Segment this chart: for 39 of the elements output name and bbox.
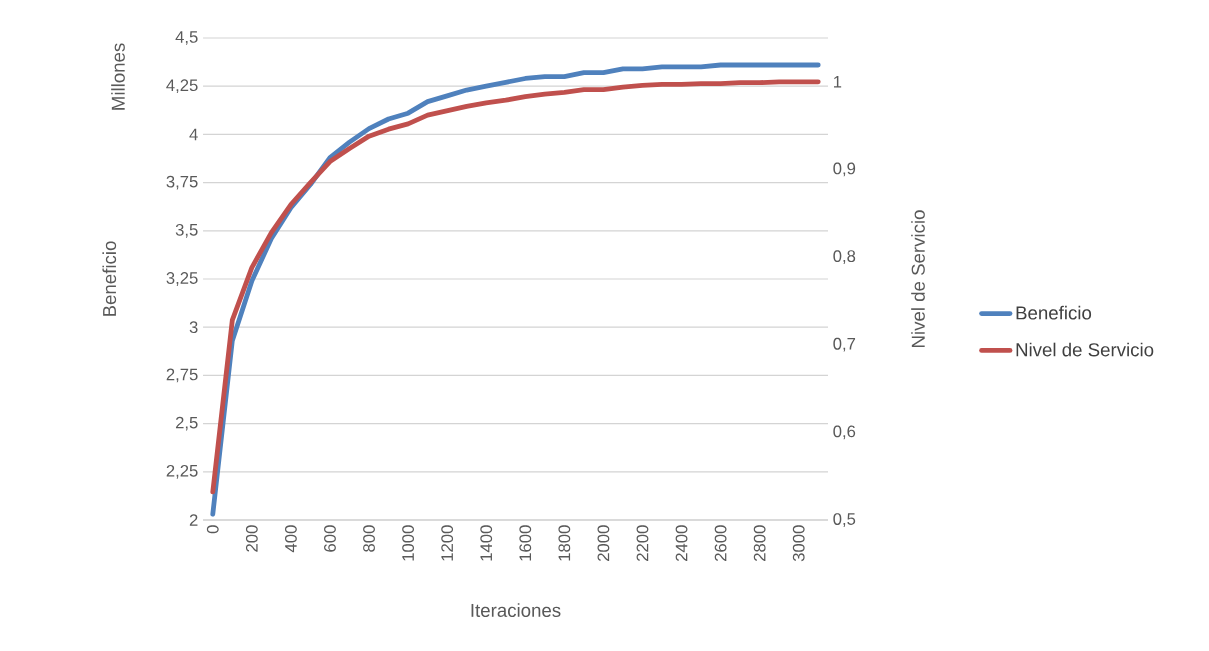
x-tick-label: 1800: [558, 525, 571, 561]
y-tick-label: 3,75: [166, 175, 198, 190]
y2-tick-label: 0,9: [833, 162, 856, 177]
x-tick-label: 600: [324, 525, 336, 552]
y2-tick-label: 0,5: [833, 513, 856, 527]
y2-tick-label: 1: [834, 76, 842, 88]
x-tick-label: 2200: [636, 525, 649, 561]
y2-tick-label: 0,6: [833, 425, 856, 440]
y-tick-label: 4: [189, 128, 198, 141]
x-tick-label: 1000: [402, 525, 414, 561]
y-axis-title: Beneficio: [102, 241, 117, 316]
y-tick-label: 3,25: [166, 272, 198, 286]
y-tick-label: 4,25: [166, 79, 198, 94]
x-tick-label: 2600: [714, 525, 727, 561]
y2-tick-label: 0,8: [833, 250, 856, 264]
x-tick-label: 400: [285, 525, 297, 553]
x-tick-label: 0: [206, 525, 219, 534]
x-tick-label: 800: [363, 525, 375, 552]
text: Millones: [111, 43, 125, 110]
x-axis-title: Iteraciones: [471, 603, 561, 617]
y-tick-label: 2,25: [166, 464, 198, 479]
y2-tick-label: 0,7: [833, 337, 856, 352]
y-tick-label: 3: [189, 321, 198, 334]
x-tick-label: 3000: [792, 525, 805, 562]
y-tick-label: 2,5: [175, 416, 198, 431]
y2-axis-title: Nivel de Servicio: [911, 210, 925, 347]
y-tick-label: 4,5: [175, 31, 198, 45]
y-tick-label: 3,5: [175, 223, 198, 238]
x-tick-label: 2400: [675, 525, 688, 561]
legend-label: Beneficio: [1016, 305, 1092, 320]
y-tick-label: 2,75: [166, 368, 198, 383]
legend-label: Nivel de Servicio: [1016, 342, 1154, 357]
x-tick-label: 1600: [519, 525, 532, 561]
x-tick-label: 200: [245, 525, 258, 552]
x-tick-label: 1400: [480, 525, 493, 561]
x-tick-label: 1200: [441, 525, 454, 561]
x-tick-label: 2800: [753, 525, 766, 561]
y-tick-label: 2: [189, 514, 198, 526]
x-tick-label: 2000: [597, 525, 610, 561]
